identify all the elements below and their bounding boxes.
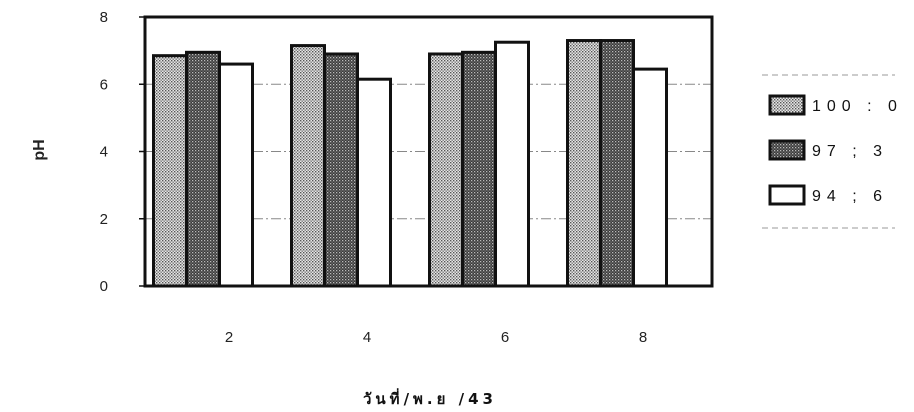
legend: 100 : 0 97 ; 3 94 ; 6 [762, 74, 903, 229]
y-axis-ticks: 0 2 4 6 8 [100, 9, 145, 295]
bar-2-series-2 [218, 62, 254, 288]
legend-swatch-2 [768, 184, 806, 206]
bar-8-series-1 [599, 39, 635, 288]
bars-group [152, 39, 668, 288]
legend-swatch-0 [768, 94, 806, 116]
bar-6-series-0 [428, 52, 464, 288]
bar-4-series-2 [356, 77, 392, 288]
x-axis-label: วันที่/พ.ย /43 [363, 388, 497, 408]
x-tick-label: 8 [639, 329, 647, 346]
legend-label-1: 97 ; 3 [812, 143, 888, 160]
y-tick-label: 4 [100, 144, 108, 161]
legend-label-0: 100 : 0 [812, 98, 903, 115]
bar-4-series-1 [323, 52, 359, 288]
bar-6-series-1 [461, 50, 497, 288]
y-tick-label: 0 [100, 278, 108, 295]
x-tick-label: 6 [501, 329, 509, 346]
y-tick-label: 8 [100, 9, 108, 26]
x-axis-ticks: 2 4 6 8 [225, 329, 647, 346]
bar-2-series-1 [185, 50, 221, 288]
x-tick-label: 4 [363, 329, 371, 346]
legend-label-2: 94 ; 6 [812, 188, 888, 205]
bar-2-series-0 [152, 54, 188, 288]
legend-swatch-1 [768, 139, 806, 161]
y-tick-label: 6 [100, 76, 108, 93]
bar-8-series-0 [566, 39, 602, 288]
bar-8-series-2 [632, 67, 668, 288]
y-tick-label: 2 [100, 211, 108, 228]
y-axis-label: pH [31, 139, 48, 160]
x-tick-label: 2 [225, 329, 233, 346]
bar-6-series-2 [494, 40, 530, 288]
bar-4-series-0 [290, 44, 326, 288]
